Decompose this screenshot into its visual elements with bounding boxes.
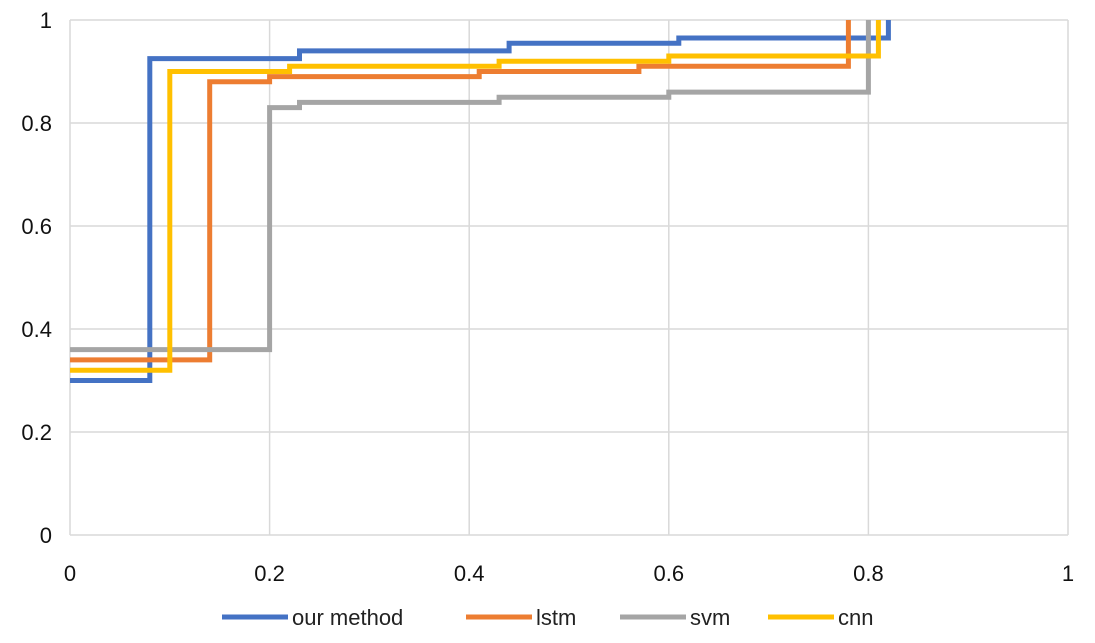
- y-tick-label: 0.4: [21, 317, 52, 342]
- y-axis-tick-labels: 0 0.2 0.4 0.6 0.8 1: [21, 8, 52, 548]
- y-tick-label: 0: [40, 523, 52, 548]
- series-line-our-method: [70, 20, 891, 383]
- legend-label: cnn: [838, 605, 873, 630]
- series-lines: [70, 20, 891, 383]
- y-tick-label: 0.2: [21, 420, 52, 445]
- legend: our method lstm svm cnn: [222, 605, 873, 630]
- legend-label: our method: [292, 605, 403, 630]
- series-line-cnn: [70, 20, 881, 373]
- x-tick-label: 0.4: [454, 561, 485, 586]
- x-axis-tick-labels: 0 0.2 0.4 0.6 0.8 1: [64, 561, 1074, 586]
- y-tick-label: 1: [40, 8, 52, 33]
- legend-label: svm: [690, 605, 730, 630]
- y-tick-label: 0.6: [21, 214, 52, 239]
- x-tick-label: 1: [1062, 561, 1074, 586]
- legend-label: lstm: [536, 605, 576, 630]
- series-line-lstm: [70, 20, 851, 363]
- x-tick-label: 0.8: [853, 561, 884, 586]
- x-tick-label: 0: [64, 561, 76, 586]
- series-line-svm: [70, 20, 871, 353]
- grid-lines: [69, 19, 1069, 536]
- y-tick-label: 0.8: [21, 111, 52, 136]
- x-tick-label: 0.6: [654, 561, 685, 586]
- x-tick-label: 0.2: [254, 561, 285, 586]
